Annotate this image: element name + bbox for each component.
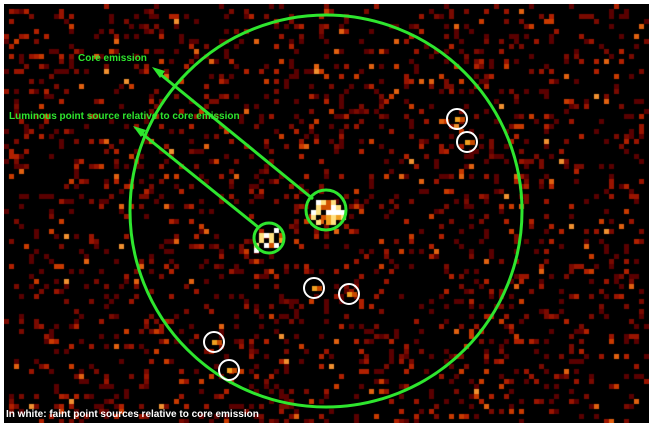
- core-arrow-head: [152, 67, 165, 78]
- faint-source-circle: [203, 331, 225, 353]
- luminous-arrow-head: [133, 126, 146, 137]
- xray-image-frame: [4, 4, 649, 423]
- faint-source-circle: [303, 277, 325, 299]
- faint-source-circle: [446, 108, 468, 130]
- luminous-arrow-line: [139, 130, 259, 229]
- core-emission-label: Core emission: [78, 53, 147, 64]
- xray-count-map: [4, 4, 649, 423]
- core-arrow-line: [159, 72, 314, 201]
- faint-source-circle: [338, 283, 360, 305]
- outer-region-ellipse: [128, 13, 524, 409]
- core-emission-circle: [304, 188, 348, 232]
- luminous-source-circle: [252, 221, 286, 255]
- faint-source-circle: [456, 131, 478, 153]
- faint-sources-caption: In white: faint point sources relative t…: [6, 409, 259, 420]
- luminous-source-label: Luminous point source relative to core e…: [9, 111, 240, 122]
- faint-source-circle: [218, 359, 240, 381]
